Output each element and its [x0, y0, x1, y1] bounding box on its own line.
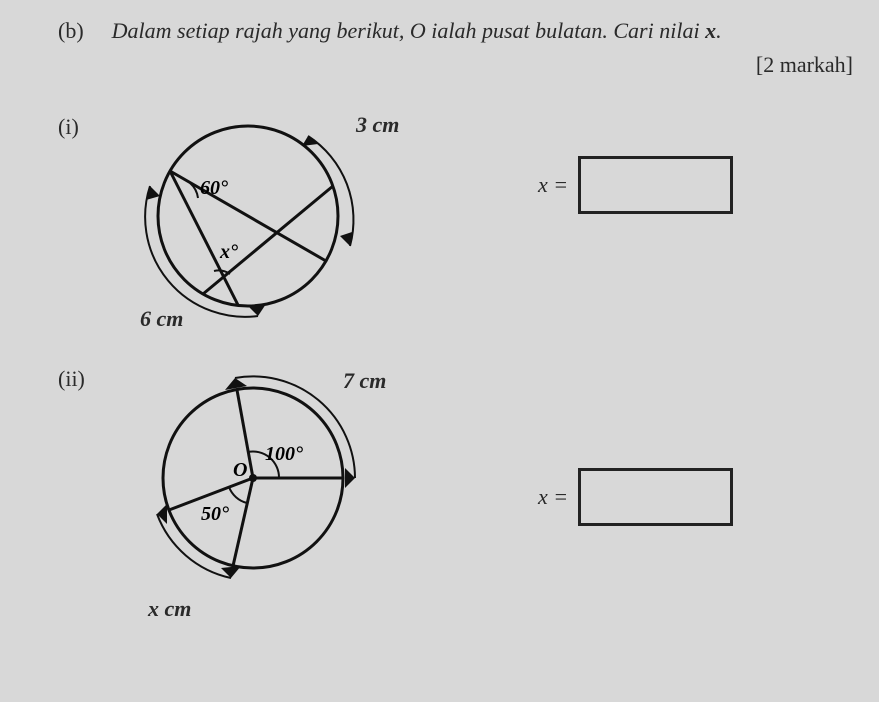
arc7-arrowhead2: [345, 468, 355, 488]
part-i-row: (i) 60° x°: [58, 106, 861, 336]
arcx-arrowhead1: [157, 504, 167, 524]
anglex-text: x°: [219, 241, 238, 263]
q-text-var: x: [705, 18, 716, 43]
question-label: (b): [58, 18, 84, 44]
diagram-ii-svg: O 100° 50°: [108, 358, 448, 628]
angle50-text: 50°: [201, 503, 229, 525]
diagram-i: 60° x° 3 cm 6 cm: [108, 106, 448, 336]
arc6-arrowhead2: [248, 304, 266, 316]
answer-ii-cell: x =: [538, 468, 733, 526]
marks-label: [2 markah]: [112, 52, 861, 78]
q-text-mid: O: [410, 18, 426, 43]
angle60-text: 60°: [200, 177, 228, 199]
diagram-i-svg: 60° x°: [108, 106, 448, 336]
part-ii-row: (ii) O 100° 50°: [58, 358, 861, 628]
answer-i-cell: x =: [538, 156, 733, 214]
diagram-ii: O 100° 50° 7 cm x cm: [108, 358, 448, 628]
angle100-text: 100°: [265, 443, 303, 465]
arc6-arrow: [145, 186, 258, 317]
part-ii-label: (ii): [58, 358, 98, 392]
question-header: (b) Dalam setiap rajah yang berikut, O i…: [58, 18, 861, 78]
question-text: Dalam setiap rajah yang berikut, O ialah…: [112, 18, 861, 44]
arc6-arrowhead1: [146, 186, 160, 200]
answer-i-xeq: x =: [538, 172, 568, 198]
answer-ii-box[interactable]: [578, 468, 733, 526]
angle50-arc: [229, 487, 247, 503]
arc7-label: 7 cm: [343, 368, 386, 394]
arc6-label: 6 cm: [140, 306, 183, 332]
part-i-label: (i): [58, 106, 98, 140]
arc3-label: 3 cm: [356, 112, 399, 138]
arc3-arrow: [308, 136, 353, 246]
question-body: Dalam setiap rajah yang berikut, O ialah…: [112, 18, 861, 78]
answer-ii-xeq: x =: [538, 484, 568, 510]
center-dot: [249, 474, 257, 482]
q-text-end: .: [716, 18, 722, 43]
q-text-prefix: Dalam setiap rajah yang berikut,: [112, 18, 410, 43]
arc3-arrowhead2: [340, 232, 352, 246]
q-text-suffix: ialah pusat bulatan. Cari nilai: [426, 18, 705, 43]
radius-bottom: [233, 478, 253, 566]
center-label: O: [233, 459, 247, 481]
answer-i-box[interactable]: [578, 156, 733, 214]
arcx-label: x cm: [148, 596, 191, 622]
